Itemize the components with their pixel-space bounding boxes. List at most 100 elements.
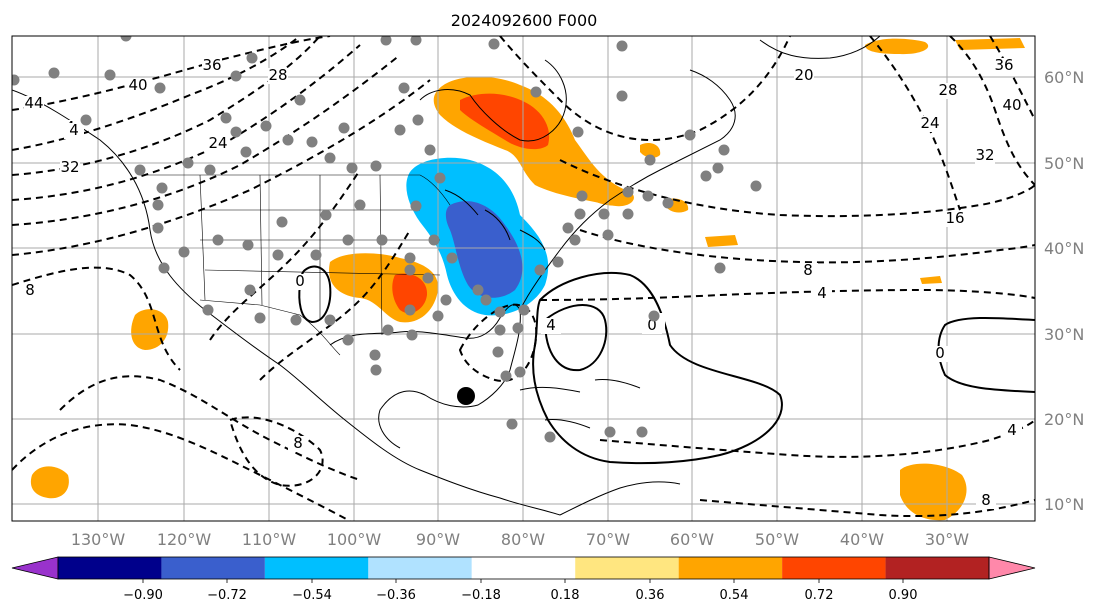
station-marker: [446, 252, 458, 264]
station-marker: [428, 234, 440, 246]
contour-label: 8: [981, 491, 991, 509]
station-marker: [576, 190, 588, 202]
station-marker: [412, 114, 424, 126]
station-marker: [544, 431, 556, 443]
latitude-label: 50°N: [1044, 154, 1084, 173]
graticule: [12, 36, 1035, 521]
station-marker: [12, 74, 20, 86]
station-marker: [440, 294, 452, 306]
station-marker: [714, 262, 726, 274]
station-marker: [569, 234, 581, 246]
station-marker: [346, 162, 358, 174]
coastline-south-america: [559, 481, 681, 516]
station-marker: [488, 38, 500, 50]
station-marker: [220, 112, 232, 124]
longitude-label: 60°W: [670, 530, 714, 549]
station-marker: [598, 208, 610, 220]
colorbar-tick-label: 0.36: [636, 588, 665, 603]
station-marker: [572, 126, 584, 138]
station-marker: [294, 94, 306, 106]
positive-anomaly-maritimes: [585, 183, 628, 206]
positive-anomaly-hudson-core: [460, 93, 550, 150]
contour-label: 36: [202, 56, 221, 74]
station-marker: [562, 222, 574, 234]
latitude-label: 30°N: [1044, 325, 1084, 344]
contour-label: 28: [938, 81, 957, 99]
station-marker: [662, 197, 674, 209]
colorbar-segment: [885, 557, 989, 579]
contour-label: 44: [24, 94, 43, 112]
longitude-label: 50°W: [755, 530, 799, 549]
station-marker: [324, 152, 336, 164]
latitude-label: 20°N: [1044, 410, 1084, 429]
station-marker: [354, 199, 366, 211]
station-marker: [152, 199, 164, 211]
station-marker: [306, 136, 318, 148]
station-marker: [80, 114, 92, 126]
longitude-label: 90°W: [416, 530, 460, 549]
longitude-label: 130°W: [71, 530, 126, 549]
contour-label: 0: [935, 344, 945, 362]
station-marker: [530, 86, 542, 98]
station-marker: [406, 329, 418, 341]
station-marker: [718, 144, 730, 156]
station-marker: [494, 306, 506, 318]
colorbar-segment: [368, 557, 472, 579]
station-marker: [370, 364, 382, 376]
contour-label: 0: [295, 272, 305, 290]
contour-label: 32: [975, 146, 994, 164]
station-marker: [282, 134, 294, 146]
colorbar-segment: [782, 557, 886, 579]
station-marker: [342, 234, 354, 246]
positive-anomaly-southwest: [30, 466, 69, 499]
contour-label: 8: [25, 281, 35, 299]
latitude-label: 60°N: [1044, 68, 1084, 87]
longitude-labels: 130°W 120°W 110°W 100°W 90°W 80°W 70°W 60°W 50°W…: [71, 530, 969, 549]
station-marker: [182, 157, 194, 169]
station-marker: [512, 322, 524, 334]
station-marker: [212, 234, 224, 246]
station-marker: [644, 154, 656, 166]
station-marker: [152, 222, 164, 234]
station-marker: [472, 284, 484, 296]
border-us-canada: [140, 174, 451, 206]
station-marker: [424, 144, 436, 156]
contour-label: 8: [803, 261, 813, 279]
station-marker: [642, 190, 654, 202]
station-marker: [648, 310, 660, 322]
station-marker: [500, 370, 512, 382]
station-marker: [260, 120, 272, 132]
station-marker: [154, 82, 166, 94]
station-marker: [380, 36, 392, 46]
latitude-label: 40°N: [1044, 239, 1084, 258]
station-marker: [616, 40, 628, 52]
station-marker: [244, 284, 256, 296]
station-marker: [534, 264, 546, 276]
latitude-labels: 60°N 50°N 40°N 30°N 20°N 10°N: [1044, 68, 1084, 514]
station-marker: [230, 126, 242, 138]
station-marker: [369, 349, 381, 361]
station-marker: [604, 426, 616, 438]
station-marker: [324, 314, 336, 326]
colorbar-tick-label: −0.90: [123, 588, 163, 603]
station-marker: [104, 69, 116, 81]
contour-label: 40: [128, 76, 147, 94]
colorbar-tick-label: 0.72: [805, 588, 834, 603]
contour-label: 4: [1007, 421, 1017, 439]
station-markers: [12, 36, 762, 443]
station-marker: [290, 314, 302, 326]
station-marker: [230, 70, 242, 82]
station-marker: [410, 36, 422, 46]
station-marker: [506, 418, 518, 430]
contour-label: 20: [794, 66, 813, 84]
border-us-mexico: [199, 299, 341, 356]
station-marker: [120, 36, 132, 42]
colorbar-tick-label: −0.18: [461, 588, 501, 603]
station-marker: [602, 229, 614, 241]
station-marker: [684, 129, 696, 141]
colorbar-tick-label: 0.90: [889, 588, 918, 603]
coastline-north-america: [12, 89, 561, 516]
coastline-east: [519, 69, 736, 311]
longitude-label: 30°W: [925, 530, 969, 549]
positive-anomaly-pacific: [131, 309, 169, 350]
